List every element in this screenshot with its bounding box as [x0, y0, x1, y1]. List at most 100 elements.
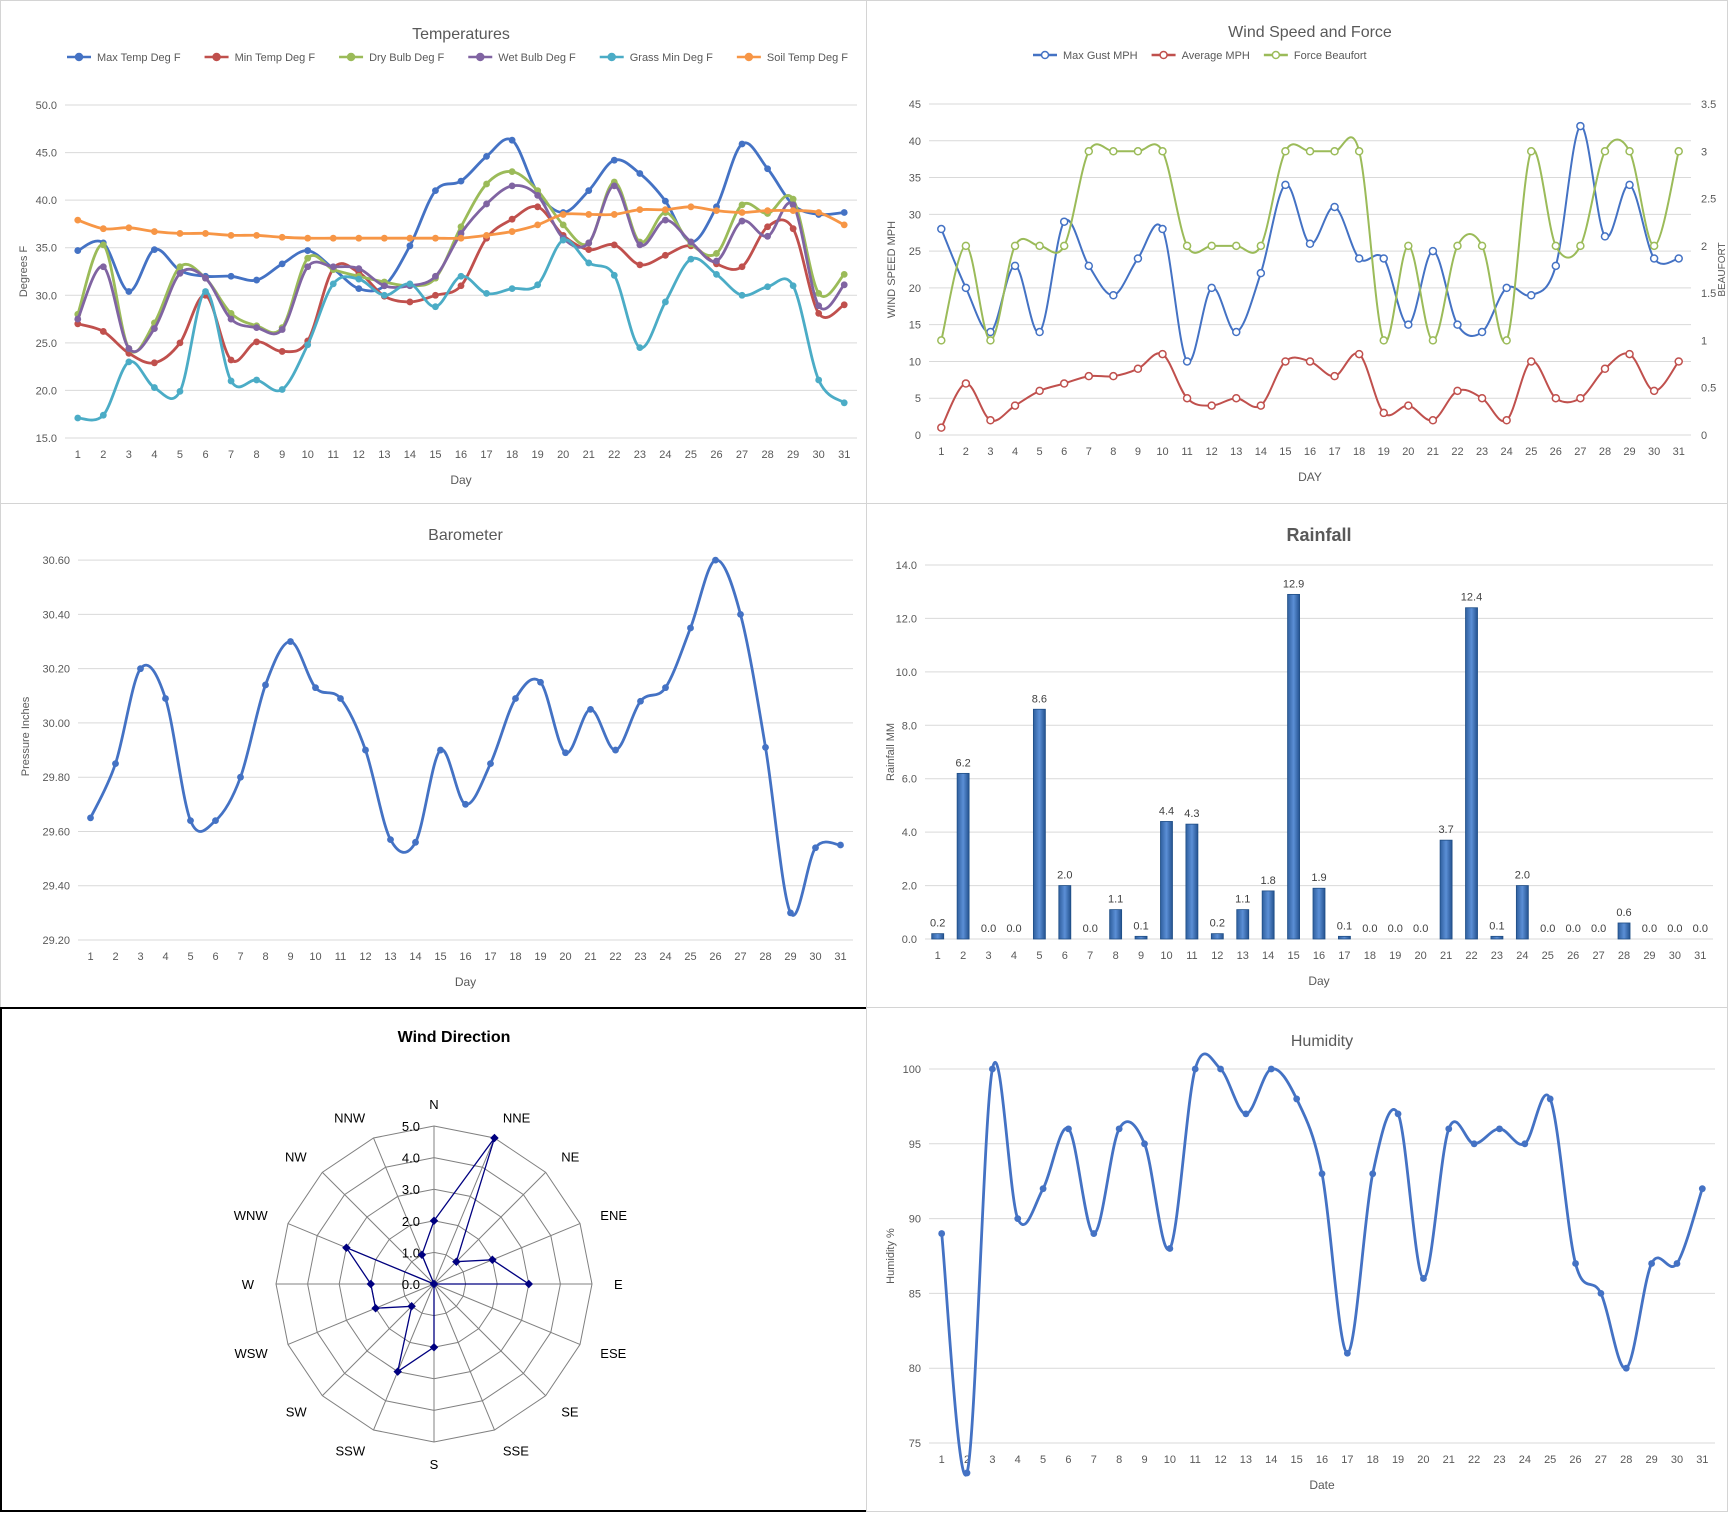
- data-point: [387, 836, 394, 844]
- data-point: [1305, 357, 1315, 366]
- data-point: [587, 705, 594, 713]
- data-point: [585, 187, 593, 195]
- x-tick-label: 25: [1542, 950, 1554, 962]
- x-tick-label: 20: [557, 449, 569, 461]
- y-tick-label: 85: [909, 1288, 921, 1300]
- data-point: [329, 263, 337, 271]
- radar-spoke: [433, 1283, 581, 1345]
- bar-data-label: 1.1: [1235, 894, 1250, 906]
- data-point: [1453, 320, 1462, 329]
- data-point: [432, 272, 439, 280]
- data-point: [187, 817, 194, 825]
- x-tick-label: 28: [1599, 446, 1611, 458]
- data-point: [1232, 393, 1241, 403]
- legend-marker: [1159, 50, 1168, 60]
- x-tick-label: 16: [1313, 950, 1325, 962]
- x-tick-label: 27: [736, 449, 748, 461]
- x-tick-label: 6: [1061, 446, 1067, 458]
- data-point: [457, 234, 465, 242]
- data-point: [99, 328, 107, 335]
- data-point: [1698, 1185, 1706, 1193]
- direction-label: SE: [561, 1404, 579, 1419]
- x-tick-label: 4: [1015, 1454, 1021, 1466]
- rainfall-bar: [1617, 922, 1631, 940]
- data-point: [227, 377, 235, 385]
- direction-label: N: [429, 1097, 438, 1112]
- x-tick-label: 30: [1648, 446, 1660, 458]
- data-point: [1115, 1125, 1123, 1133]
- data-point: [1166, 1245, 1174, 1252]
- data-point: [1576, 241, 1585, 251]
- direction-label: NE: [561, 1150, 579, 1165]
- data-point: [1477, 241, 1487, 251]
- data-point: [355, 265, 363, 273]
- y2-tick-label: 2.5: [1701, 194, 1716, 206]
- rainfall-bar: [1490, 935, 1504, 940]
- data-point: [713, 250, 720, 257]
- y2-tick-label: 1.5: [1701, 288, 1716, 300]
- data-point: [1059, 241, 1069, 251]
- data-point: [1090, 1230, 1098, 1237]
- data-point: [312, 684, 319, 692]
- data-point: [1256, 241, 1266, 251]
- x-tick-label: 13: [1240, 1454, 1252, 1466]
- data-point: [1502, 283, 1511, 293]
- radar-data-point: [429, 1342, 439, 1352]
- chart-title: Barometer: [428, 527, 503, 544]
- data-point: [406, 242, 414, 250]
- data-point: [1369, 1170, 1377, 1178]
- data-point: [112, 760, 119, 768]
- data-point: [815, 302, 823, 310]
- data-point: [1182, 357, 1192, 366]
- data-point: [151, 359, 158, 367]
- x-tick-label: 9: [1141, 1454, 1147, 1466]
- y-tick-label: 75: [909, 1438, 921, 1450]
- data-point: [74, 247, 82, 254]
- x-tick-label: 13: [378, 449, 390, 461]
- rainfall-bar: [1439, 839, 1453, 940]
- data-point: [937, 423, 946, 432]
- data-point: [1281, 357, 1290, 366]
- x-tick-label: 2: [964, 1454, 970, 1466]
- bar-data-label: 0.0: [1693, 923, 1708, 935]
- legend-marker: [744, 52, 754, 62]
- x-tick-label: 21: [583, 449, 595, 461]
- data-point: [457, 177, 465, 185]
- data-point: [432, 234, 439, 242]
- x-tick-label: 11: [1186, 950, 1197, 962]
- data-point: [837, 841, 844, 849]
- y-tick-label: 30.0: [36, 290, 57, 302]
- data-point: [1035, 327, 1044, 337]
- data-point: [1649, 241, 1659, 251]
- data-point: [1526, 147, 1536, 156]
- y-tick-label: 30.40: [42, 609, 70, 621]
- radar-data-point: [524, 1279, 534, 1289]
- x-tick-label: 1: [935, 950, 941, 962]
- data-point: [1084, 371, 1094, 381]
- data-point: [961, 241, 971, 251]
- data-point: [738, 291, 746, 299]
- data-point: [840, 399, 848, 407]
- data-point: [406, 280, 414, 288]
- x-tick-label: 10: [309, 951, 321, 963]
- data-point: [1281, 180, 1290, 190]
- data-point: [764, 165, 771, 173]
- data-point: [1059, 379, 1069, 388]
- y-tick-label: 10: [909, 356, 921, 368]
- x-tick-label: 22: [1451, 446, 1463, 458]
- bar-data-label: 0.0: [1566, 923, 1581, 935]
- data-point: [87, 814, 94, 822]
- data-point: [137, 665, 144, 673]
- x-tick-label: 25: [1525, 446, 1537, 458]
- x-tick-label: 26: [1569, 1454, 1581, 1466]
- data-point: [99, 411, 107, 419]
- x-tick-label: 28: [759, 951, 771, 963]
- data-point: [304, 247, 312, 254]
- legend-marker: [212, 52, 221, 62]
- x-tick-label: 16: [455, 449, 467, 461]
- x-tick-label: 9: [1138, 950, 1144, 962]
- data-point: [1600, 232, 1610, 241]
- y-tick-label: 35: [909, 173, 921, 185]
- direction-label: NNW: [334, 1111, 366, 1126]
